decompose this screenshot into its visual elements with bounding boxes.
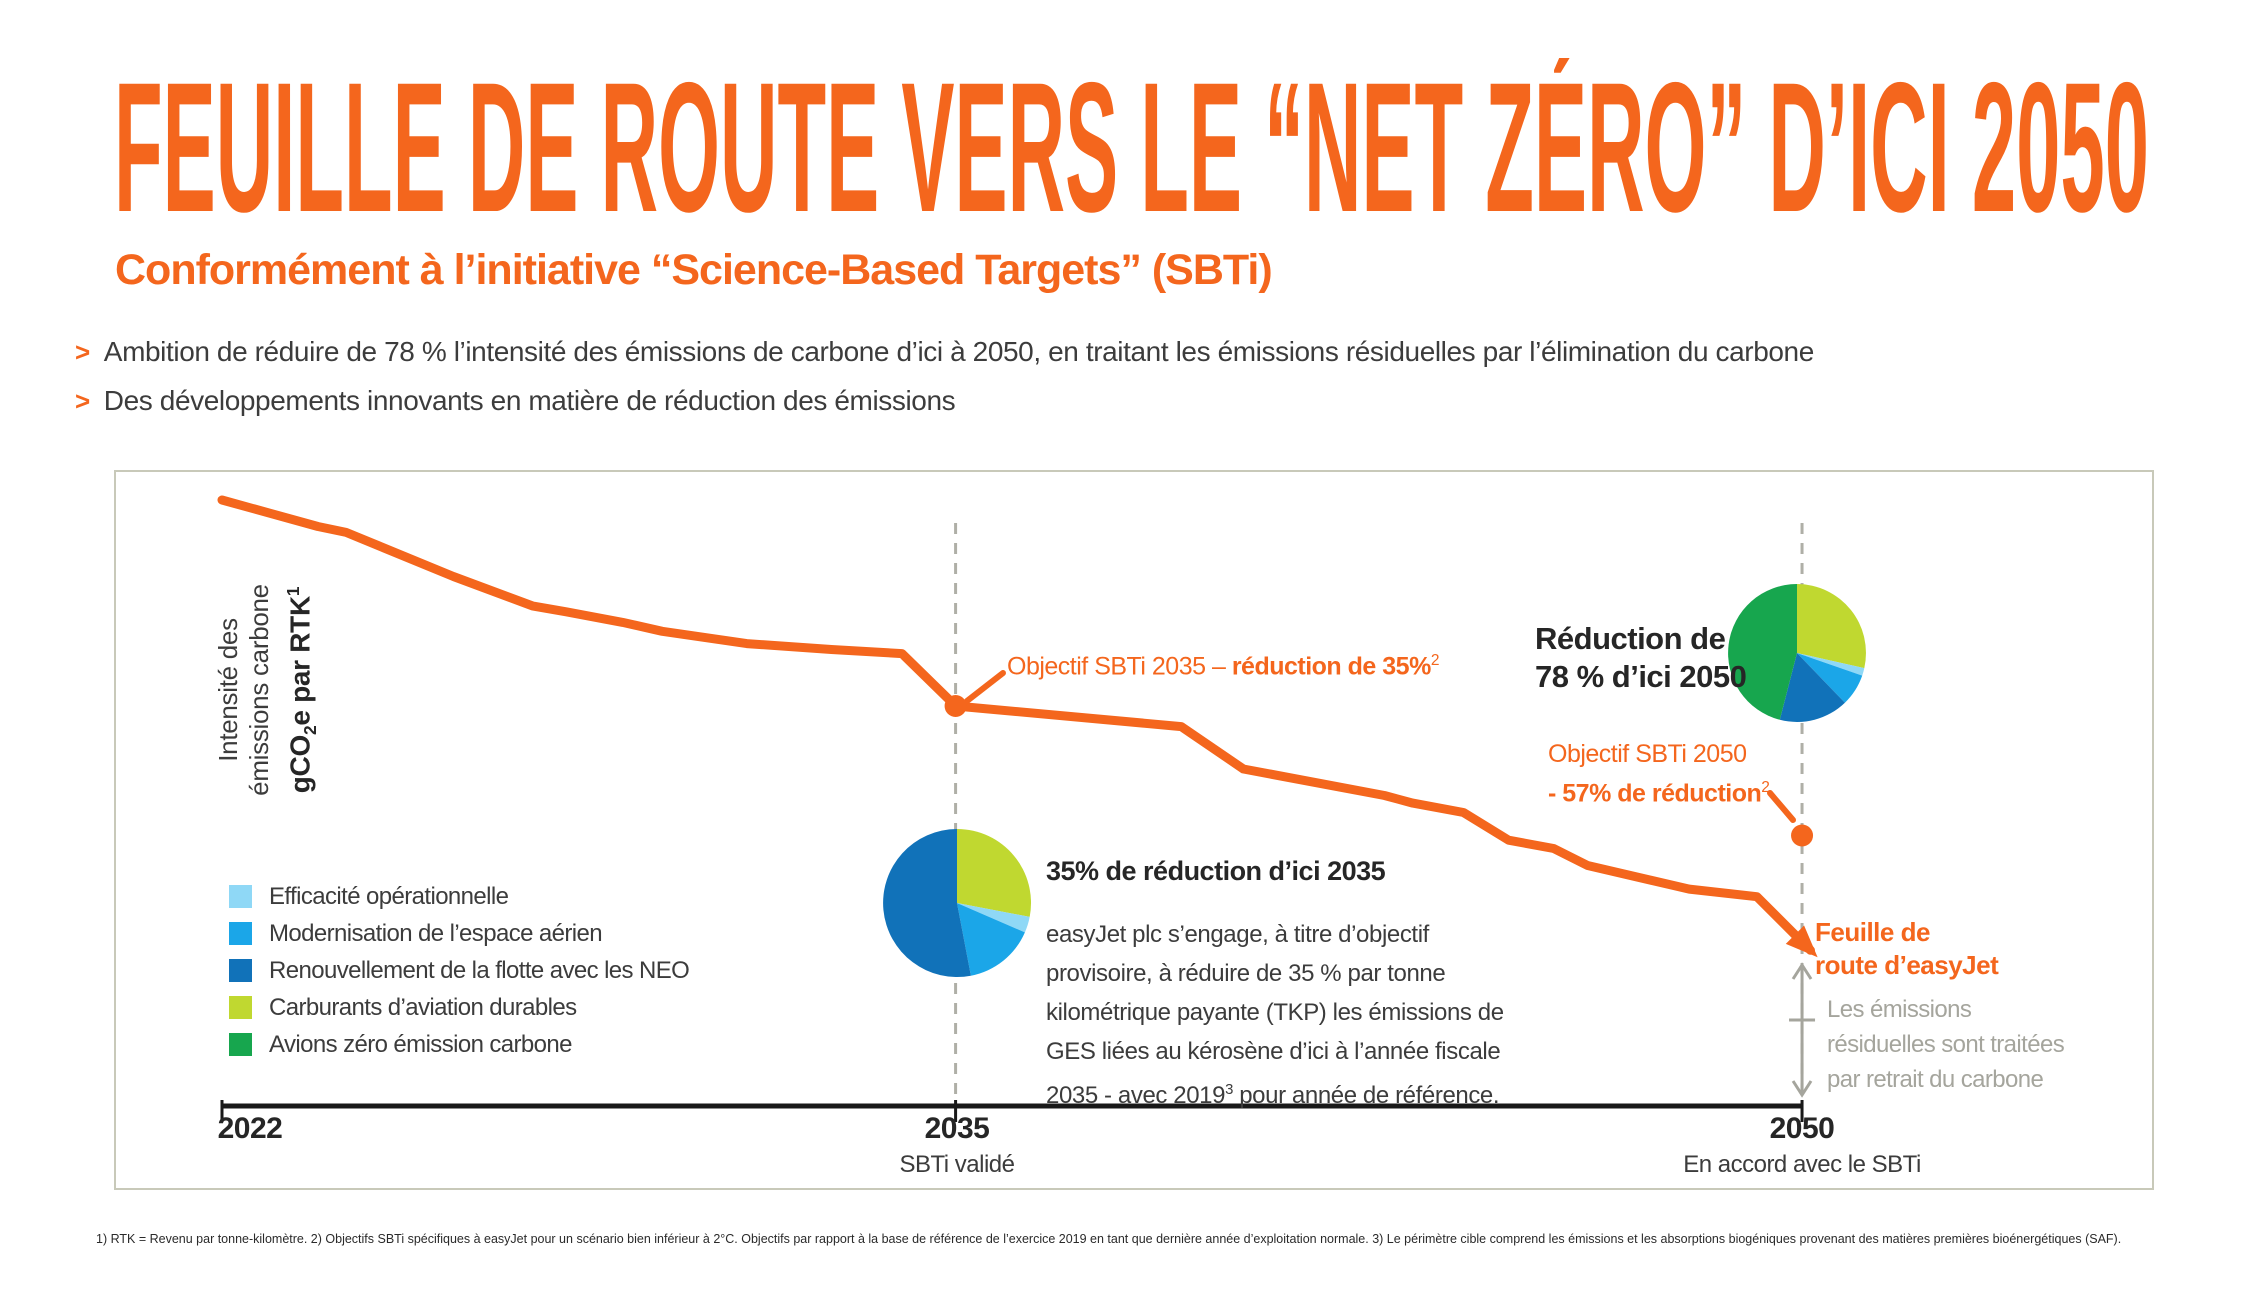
annotation-roadmap: Feuille de route d’easyJet	[1815, 917, 1999, 980]
legend-label: Efficacité opérationnelle	[269, 882, 509, 910]
legend-label: Renouvellement de la flotte avec les NEO	[269, 956, 690, 984]
legend-item: Renouvellement de la flotte avec les NEO	[229, 952, 690, 989]
annotation-sbti-2050: Objectif SBTi 2050 - 57% de réduction2	[1548, 740, 1770, 808]
legend-item: Efficacité opérationnelle	[229, 878, 689, 915]
box-2035-body-line: GES liées au kérosène d’ici à l’année fi…	[1046, 1038, 1501, 1065]
x-axis-label-2022: 2022	[217, 1112, 283, 1145]
legend-swatch	[229, 922, 252, 945]
x-axis-label-2035: 2035 SBTi validé	[899, 1112, 1016, 1178]
legend-label: Avions zéro émission carbone	[269, 1030, 573, 1058]
footnote: 1) RTK = Revenu par tonne-kilomètre. 2) …	[96, 1232, 2122, 1246]
box-2035-body-line: 2035 - avec 20193 pour année de référenc…	[1046, 1082, 1500, 1109]
y-axis-unit: gCO2e par RTK1	[283, 586, 320, 794]
bullet-marker-icon: >	[75, 386, 90, 416]
legend-item: Avions zéro émission carbone	[229, 1026, 689, 1063]
box-2035-body-line: provisoire, à réduire de 35 % par tonne	[1046, 960, 1446, 987]
bullet-marker-icon: >	[75, 337, 90, 367]
legend-label: Carburants d’aviation durables	[269, 993, 577, 1021]
annotation-reduction-2050: Réduction de 78 % d’ici 2050	[1535, 621, 1747, 694]
legend-swatch	[229, 885, 252, 908]
page-subtitle: Conformément à l’initiative “Science-Bas…	[115, 246, 1273, 294]
legend-item: Carburants d’aviation durables	[229, 989, 689, 1026]
bullet-item: > Des développements innovants en matièr…	[75, 385, 956, 418]
bullet-item: > Ambition de réduire de 78 % l’intensit…	[75, 336, 1814, 369]
legend-item: Modernisation de l’espace aérien	[229, 915, 689, 952]
box-2035-title: 35% de réduction d’ici 2035	[1046, 856, 1386, 886]
legend-swatch	[229, 996, 252, 1019]
legend-label: Modernisation de l’espace aérien	[269, 919, 603, 947]
legend: Efficacité opérationnelle Modernisation …	[229, 878, 690, 1063]
annotation-sbti-2035: Objectif SBTi 2035 – réduction de 35%2	[1007, 652, 1439, 681]
y-axis-line1: Intensité des	[213, 618, 243, 762]
annotation-box-2035: 35% de réduction d’ici 2035 easyJet plc …	[1046, 856, 1686, 1115]
page-title-svg: FEUILLE DE ROUTE VERS LE “NET ZÉRO” D’IC…	[114, 58, 2149, 228]
box-2035-body-line: kilométrique payante (TKP) les émissions…	[1046, 999, 1504, 1026]
page-title: FEUILLE DE ROUTE VERS LE “NET ZÉRO” D’IC…	[114, 58, 2149, 228]
x-axis-label-2050: 2050 En accord avec le SBTi	[1683, 1112, 1921, 1178]
y-axis-line2: émissions carbone	[244, 584, 274, 796]
legend-swatch	[229, 1033, 252, 1056]
legend-swatch	[229, 959, 252, 982]
bullet-text: Des développements innovants en matière …	[103, 385, 956, 416]
bullet-text: Ambition de réduire de 78 % l’intensité …	[103, 336, 1814, 367]
box-2035-body-line: easyJet plc s’engage, à titre d’objectif	[1046, 921, 1429, 948]
y-axis-label: Intensité des émissions carbone gCO2e pa…	[213, 525, 323, 855]
annotation-residual: Les émissions résiduelles sont traitées …	[1827, 996, 2065, 1093]
